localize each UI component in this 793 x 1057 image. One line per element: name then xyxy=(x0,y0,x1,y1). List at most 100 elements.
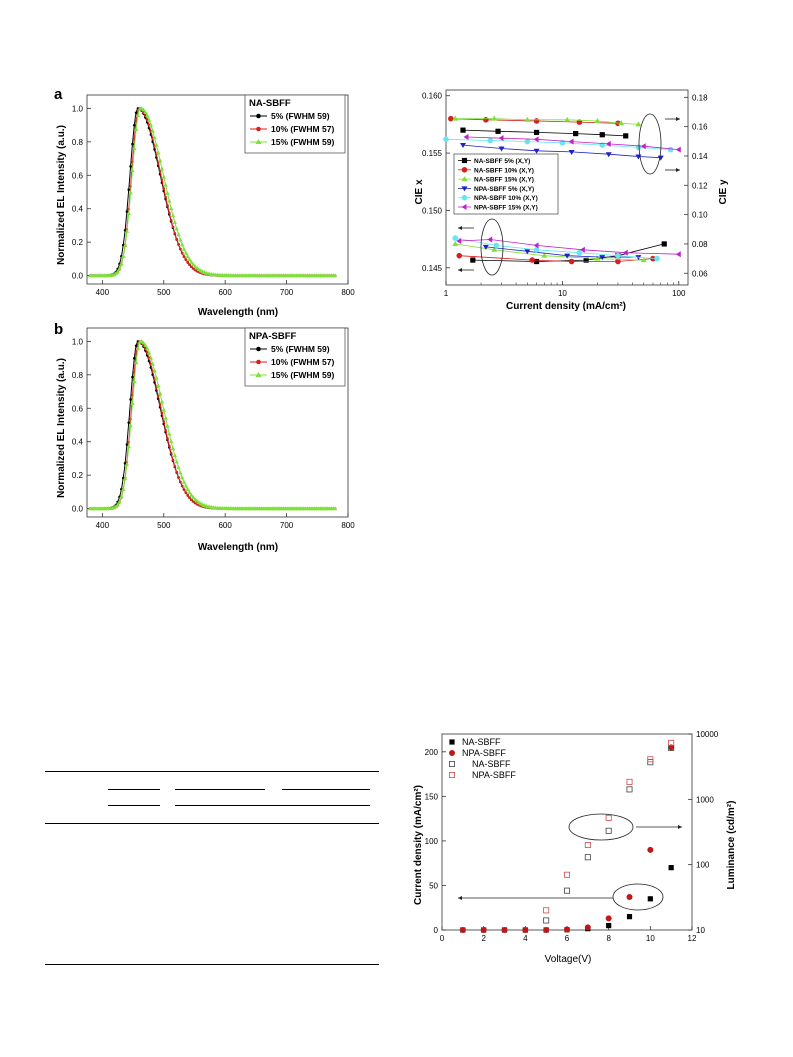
spectrum-point xyxy=(150,361,155,366)
spectrum-point xyxy=(121,486,126,491)
spectrum-point xyxy=(111,272,117,277)
y-tick-label: 0.8 xyxy=(72,371,84,380)
spectrum-point xyxy=(129,165,132,168)
spectrum-point xyxy=(159,166,165,171)
y-right-tick-label: 0.08 xyxy=(692,240,708,249)
x-tick-label: 400 xyxy=(96,288,110,297)
data-point xyxy=(568,258,575,265)
spectrum-point xyxy=(124,228,130,233)
spectrum-point xyxy=(115,502,120,507)
spectrum-point xyxy=(168,206,174,211)
legend-marker xyxy=(461,167,468,173)
spectrum-point xyxy=(133,127,139,132)
spectrum-point xyxy=(161,174,166,179)
y-right-tick-label: 0.10 xyxy=(692,211,708,220)
xlabel-b: Wavelength (nm) xyxy=(198,542,278,553)
table-rule-sub-1 xyxy=(108,789,160,790)
data-point xyxy=(594,255,601,261)
spectrum-point xyxy=(163,182,168,187)
spectrum-point xyxy=(184,258,188,262)
data-point xyxy=(584,841,591,848)
data-point xyxy=(459,927,466,933)
y-left-tick-label: 0 xyxy=(434,926,439,935)
spectrum-point xyxy=(179,475,185,480)
legend-marker xyxy=(461,186,468,192)
data-point xyxy=(524,138,531,145)
spectrum-point xyxy=(170,446,176,451)
data-point xyxy=(640,257,647,263)
spectrum-point xyxy=(119,494,124,499)
legend-marker xyxy=(256,126,261,132)
spectrum-point xyxy=(183,250,189,255)
spectrum-point xyxy=(192,496,198,501)
legend-marker xyxy=(449,750,455,756)
spectrum-point xyxy=(169,451,173,455)
spectrum-point xyxy=(171,458,175,462)
spectrum-point xyxy=(122,243,128,248)
data-point xyxy=(635,121,642,127)
spectrum-point xyxy=(180,484,184,488)
data-point xyxy=(599,255,606,261)
x-tick-label: 10 xyxy=(558,289,567,298)
spectrum-point xyxy=(152,135,157,140)
spectrum-point xyxy=(165,423,170,428)
x-tick-label: 12 xyxy=(688,934,697,943)
data-point xyxy=(470,257,476,263)
x-tick-label: 1 xyxy=(444,289,449,298)
spectrum-point xyxy=(117,266,122,271)
y-left-tick-label: 0.150 xyxy=(422,206,443,215)
spectrum-point xyxy=(126,444,131,449)
y-tick-label: 0.2 xyxy=(72,471,84,480)
spectrum-point xyxy=(164,195,167,199)
data-point xyxy=(584,924,591,931)
legend-label: 10% (FWHM 57) xyxy=(271,124,334,134)
highlight-ellipse xyxy=(612,883,664,911)
spectrum-point xyxy=(191,262,196,267)
data-point xyxy=(615,258,621,265)
spectrum-point xyxy=(144,346,150,351)
spectrum-point xyxy=(162,420,166,423)
table-rule-sub-2 xyxy=(175,789,265,790)
data-point xyxy=(456,252,463,259)
spectrum-point xyxy=(148,355,154,360)
data-point xyxy=(564,116,571,122)
spectrum-point xyxy=(167,198,172,203)
data-point xyxy=(563,871,570,878)
data-point xyxy=(605,152,612,158)
legend-label: NA-SBFF 15% (X,Y) xyxy=(474,177,534,184)
data-point xyxy=(522,927,529,933)
cie-coordinates-chart: CIE x CIE y Current density (mA/cm²) 1 10… xyxy=(414,89,729,312)
legend-marker xyxy=(255,372,262,377)
spectrum-point xyxy=(122,476,128,481)
spectrum-point xyxy=(174,459,179,464)
data-point xyxy=(533,136,539,143)
spectrum-point xyxy=(161,407,166,412)
trend-line xyxy=(459,239,679,255)
y-left-tick-label: 150 xyxy=(425,792,439,801)
data-point xyxy=(533,242,539,249)
legend-label: NPA-SBFF 5% (X,Y) xyxy=(474,186,534,193)
spectrum-point xyxy=(143,109,148,114)
data-point xyxy=(576,249,583,256)
spectrum-point xyxy=(166,203,169,207)
spectrum-point xyxy=(182,488,186,491)
spectrum-point xyxy=(176,465,181,470)
data-point xyxy=(491,246,498,252)
spectrum-point xyxy=(186,261,190,264)
spectrum-point xyxy=(181,246,187,251)
y-tick-label: 0.4 xyxy=(72,205,84,214)
x-tick-label: 600 xyxy=(218,521,232,530)
spectrum-point xyxy=(163,415,168,420)
x-tick-label: 700 xyxy=(280,521,294,530)
legend-label: 5% (FWHM 59) xyxy=(271,344,330,354)
data-point xyxy=(493,242,500,249)
spectrum-point xyxy=(127,421,131,424)
ylabel-cie-y: CIE y xyxy=(718,179,729,204)
figure-panel-jvl: Current density (mA/cm²) Luminance (cd/m… xyxy=(408,725,738,965)
spectrum-point xyxy=(162,187,166,190)
spectrum-point xyxy=(150,128,155,133)
data-point xyxy=(579,246,585,253)
spectrum-point xyxy=(143,342,148,347)
legend-label: NPA-SBFF 15% (X,Y) xyxy=(474,205,538,212)
table-rule-sub-5 xyxy=(175,805,370,806)
